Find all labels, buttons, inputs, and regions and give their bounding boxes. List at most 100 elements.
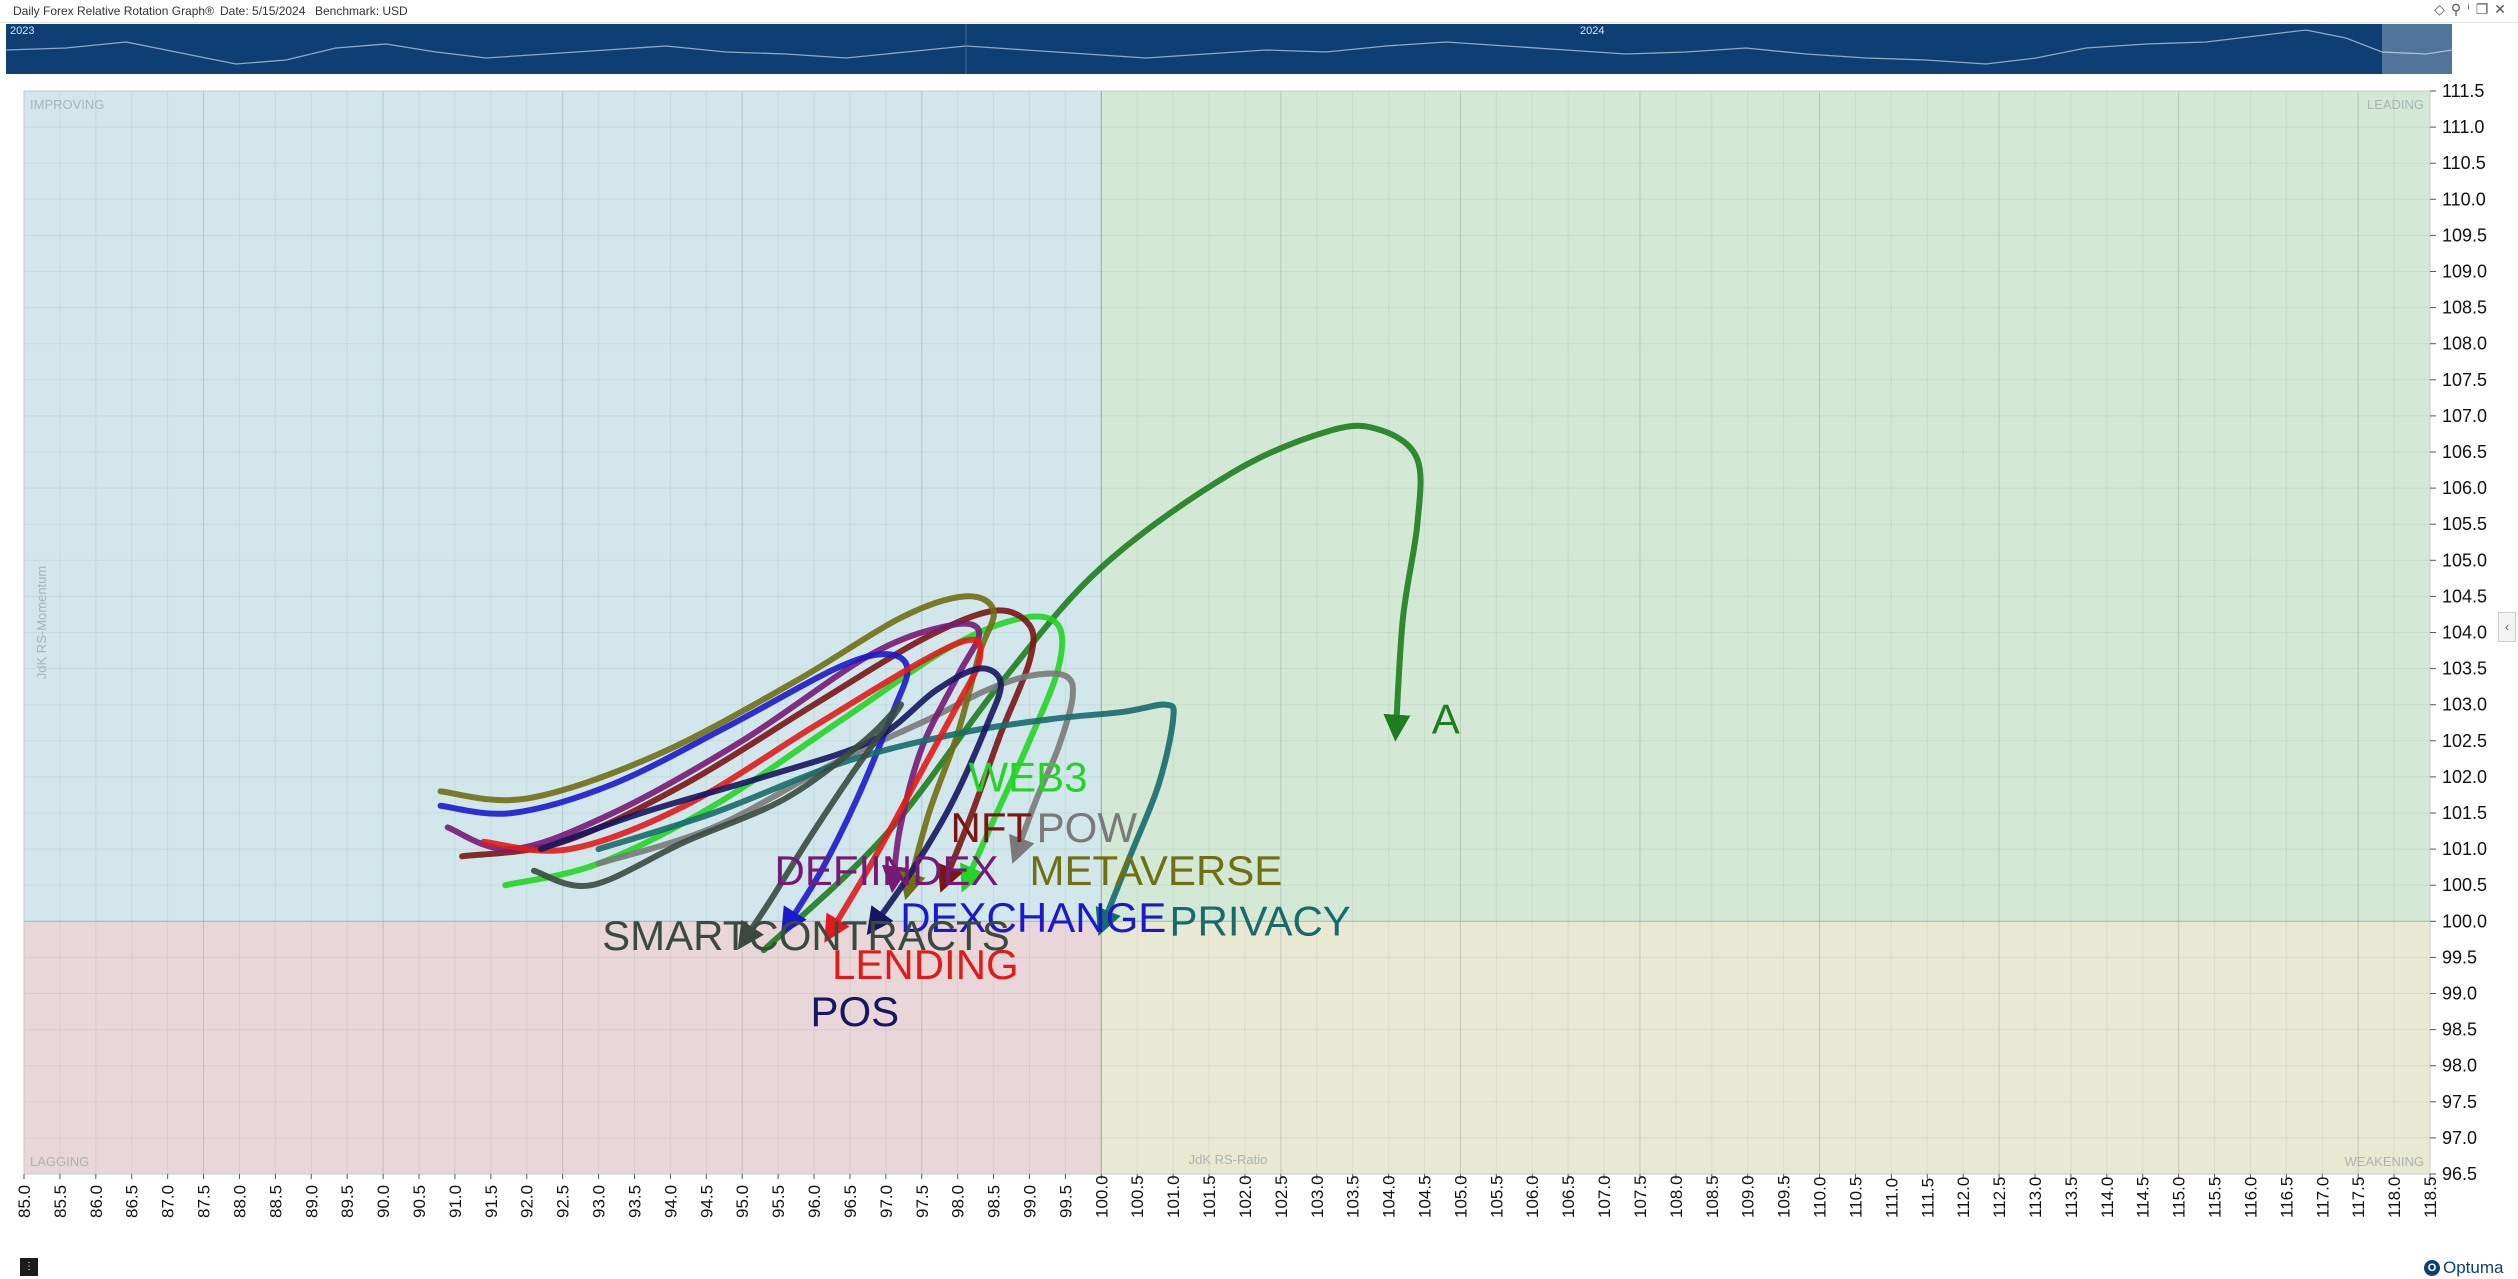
pin-icon[interactable]: ⚲ xyxy=(2450,2,2468,18)
x-tick-label: 115.0 xyxy=(2170,1177,2189,1218)
timeline-year-start: 2023 xyxy=(10,25,35,37)
series-label-privacy[interactable]: PRIVACY xyxy=(1170,898,1351,945)
timeline-range-handle[interactable] xyxy=(2382,24,2452,74)
x-tick-label: 95.0 xyxy=(733,1185,752,1218)
series-label-pow[interactable]: POW xyxy=(1037,804,1138,851)
x-tick-label: 103.0 xyxy=(1308,1175,1327,1218)
diamond-icon[interactable]: ◇ xyxy=(2434,2,2451,18)
trail-lending[interactable] xyxy=(480,636,984,943)
quadrant-leading xyxy=(1101,91,2430,922)
y-tick-label: 98.5 xyxy=(2442,1020,2477,1040)
x-tick-label: 93.0 xyxy=(590,1185,609,1218)
trail-metaverse[interactable] xyxy=(437,593,997,901)
rotation-trails xyxy=(437,422,1424,954)
trail-pow[interactable] xyxy=(595,670,1076,867)
x-tick-label: 86.5 xyxy=(123,1185,142,1218)
y-tick-label: 106.5 xyxy=(2442,442,2487,462)
x-tick-label: 97.0 xyxy=(877,1185,896,1218)
menu-icon[interactable]: ⋮ xyxy=(20,1258,38,1276)
x-tick-label: 98.5 xyxy=(985,1185,1004,1218)
x-tick-label: 111.0 xyxy=(1882,1178,1901,1218)
trail-pos[interactable] xyxy=(538,665,1004,936)
timeline-year-end: 2024 xyxy=(1580,25,1605,37)
trail-a[interactable] xyxy=(760,422,1424,954)
x-tick-label: 116.5 xyxy=(2277,1177,2296,1218)
series-labels: IMPROVING LEADING LAGGING WEAKENING JdK RS-R… xyxy=(30,97,2424,1169)
restore-icon[interactable]: ❐ xyxy=(2475,2,2495,18)
close-icon[interactable]: ✕ xyxy=(2494,2,2512,18)
y-tick-label: 111.0 xyxy=(2442,117,2484,137)
series-label-a[interactable]: A xyxy=(1432,696,1460,743)
timeline-sparkline xyxy=(6,24,2452,74)
x-tick-label: 94.0 xyxy=(661,1185,680,1218)
x-tick-label: 117.5 xyxy=(2349,1177,2368,1218)
y-tick-label: 100.5 xyxy=(2442,875,2487,895)
x-tick-label: 107.0 xyxy=(1595,1175,1614,1218)
x-tick-label: 108.0 xyxy=(1667,1175,1686,1218)
trail-defiindex[interactable] xyxy=(444,620,983,894)
x-tick-label: 115.5 xyxy=(2206,1177,2225,1218)
y-axis-title: JdK RS-Momentum xyxy=(34,566,49,679)
title-bar: Daily Forex Relative Rotation Graph® Dat… xyxy=(0,0,2518,23)
optuma-logo-icon: O xyxy=(2424,1260,2440,1276)
x-axis-title: JdK RS-Ratio xyxy=(1189,1152,1268,1167)
x-tick-label: 100.0 xyxy=(1092,1175,1111,1218)
x-tick-label: 111.5 xyxy=(1918,1178,1937,1218)
x-tick-label: 95.5 xyxy=(769,1185,788,1218)
y-tick-label: 110.5 xyxy=(2442,153,2486,173)
x-tick-label: 106.5 xyxy=(1559,1175,1578,1218)
y-tick-label: 103.5 xyxy=(2442,659,2487,679)
x-tick-label: 116.0 xyxy=(2241,1177,2260,1218)
y-tick-label: 96.5 xyxy=(2442,1164,2477,1184)
x-tick-label: 102.0 xyxy=(1236,1175,1255,1218)
x-tick-label: 112.5 xyxy=(1990,1177,2009,1218)
trail-smartcontracts[interactable] xyxy=(530,701,904,950)
x-tick-label: 109.5 xyxy=(1775,1175,1794,1218)
x-tick-label: 91.0 xyxy=(446,1185,465,1218)
x-tick-label: 114.0 xyxy=(2098,1177,2117,1218)
trail-privacy[interactable] xyxy=(595,701,1177,937)
series-label-lending[interactable]: LENDING xyxy=(832,941,1019,988)
x-tick-label: 88.0 xyxy=(230,1185,249,1218)
info-icon[interactable]: ⁱ xyxy=(2467,2,2476,18)
x-tick-label: 92.5 xyxy=(554,1185,573,1218)
y-tick-label: 99.0 xyxy=(2442,984,2477,1004)
series-label-web3[interactable]: WEB3 xyxy=(968,753,1087,800)
x-tick-label: 96.5 xyxy=(841,1185,860,1218)
y-tick-label: 108.0 xyxy=(2442,334,2487,354)
x-tick-label: 100.5 xyxy=(1128,1175,1147,1218)
y-tick-label: 106.0 xyxy=(2442,478,2487,498)
series-label-dexchange[interactable]: DEXCHANGE xyxy=(900,894,1166,941)
x-tick-label: 88.5 xyxy=(266,1185,285,1218)
series-label-defiindex[interactable]: DEFIINDEX xyxy=(775,847,999,894)
x-tick-label: 86.0 xyxy=(87,1185,106,1218)
trail-dexchange[interactable] xyxy=(437,651,911,936)
series-label-nft[interactable]: NFT xyxy=(950,804,1032,851)
series-label-smartcontracts[interactable]: SMARTCONTRACTS xyxy=(602,912,1010,959)
y-tick-label: 99.5 xyxy=(2442,947,2477,967)
quadrant-label-improving: IMPROVING xyxy=(30,97,104,112)
quadrant-label-weakening: WEAKENING xyxy=(2345,1154,2424,1169)
quadrant-lagging xyxy=(24,921,1102,1174)
axes: 85.0 85.5 86.0 86.5 87.0 87.5 88.0 88.5 89.0 89.5… xyxy=(15,81,2487,1218)
logo-text: Optuma xyxy=(2443,1258,2504,1277)
series-label-metaverse[interactable]: METAVERSE xyxy=(1029,847,1282,894)
x-tick-label: 85.0 xyxy=(15,1185,34,1218)
series-label-pos[interactable]: POS xyxy=(810,988,899,1035)
timeline-navigator[interactable]: 2023 2024 xyxy=(6,24,2452,74)
x-tick-label: 90.5 xyxy=(410,1185,429,1218)
x-tick-label: 96.0 xyxy=(805,1185,824,1218)
x-tick-label: 107.5 xyxy=(1631,1175,1650,1218)
x-tick-label: 87.5 xyxy=(195,1185,214,1218)
x-tick-label: 94.5 xyxy=(697,1185,716,1218)
x-tick-label: 97.5 xyxy=(913,1185,932,1218)
x-tick-label: 102.5 xyxy=(1272,1175,1291,1218)
x-tick-label: 104.0 xyxy=(1380,1175,1399,1218)
x-tick-label: 105.0 xyxy=(1451,1175,1470,1218)
y-tick-label: 110.0 xyxy=(2442,189,2486,209)
chevron-left-icon[interactable]: ‹ xyxy=(2498,612,2516,642)
x-tick-label: 113.0 xyxy=(2026,1177,2045,1218)
optuma-logo: O Optuma xyxy=(2424,1257,2503,1279)
y-tick-label: 105.0 xyxy=(2442,550,2487,570)
